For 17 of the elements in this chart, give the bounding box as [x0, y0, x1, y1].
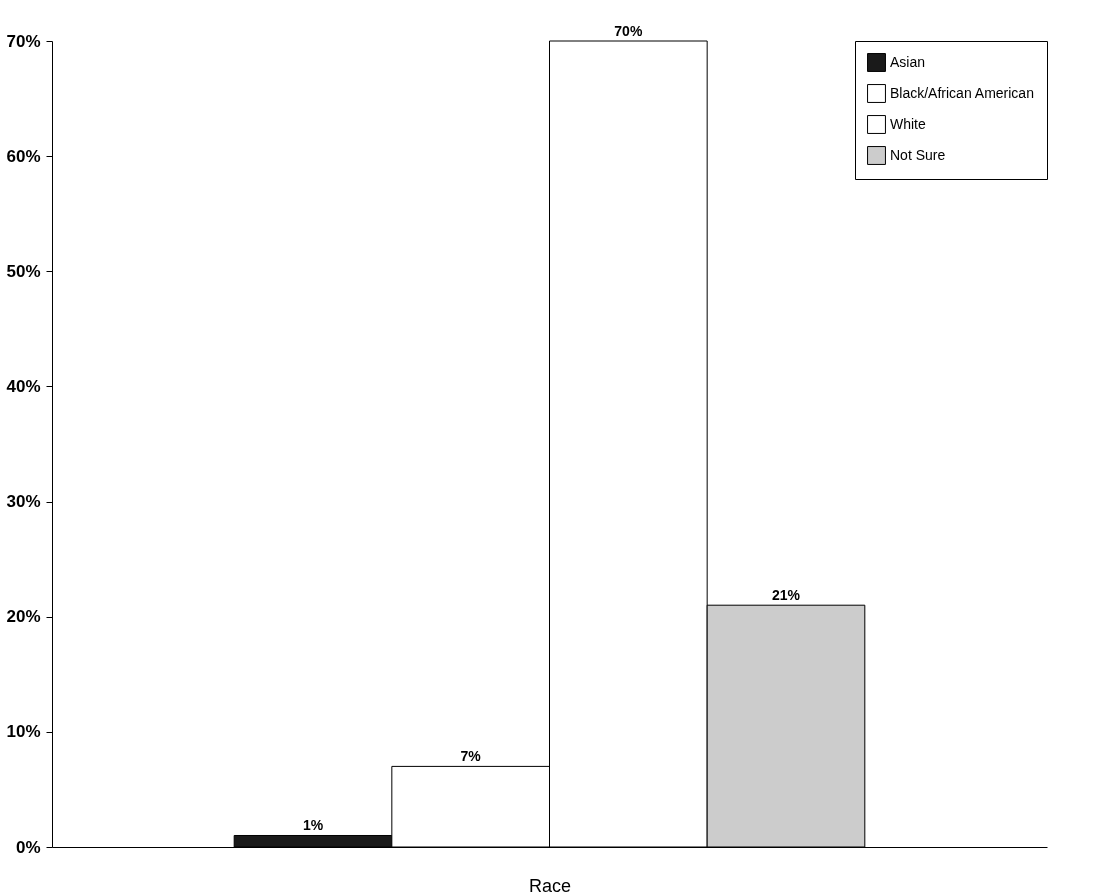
- y-tick-label: 60%: [6, 146, 41, 166]
- legend-label: Asian: [890, 53, 926, 70]
- x-axis-title: Race: [528, 875, 572, 895]
- data-label: 21%: [771, 587, 801, 604]
- y-tick-label: 0%: [15, 837, 41, 857]
- legend-label: Not Sure: [890, 146, 946, 163]
- data-label: 70%: [614, 23, 643, 39]
- data-label: 1%: [302, 817, 324, 834]
- legend-label: White: [890, 115, 926, 132]
- y-tick-label: 10%: [6, 722, 41, 742]
- legend-label: Black/African American: [890, 84, 1034, 101]
- y-tick-label: 30%: [6, 492, 41, 512]
- y-tick-label: 70%: [6, 31, 41, 51]
- data-label: 7%: [460, 748, 482, 765]
- y-tick-label: 40%: [6, 376, 41, 396]
- y-tick-label: 20%: [6, 607, 41, 627]
- y-tick-label: 50%: [6, 261, 41, 281]
